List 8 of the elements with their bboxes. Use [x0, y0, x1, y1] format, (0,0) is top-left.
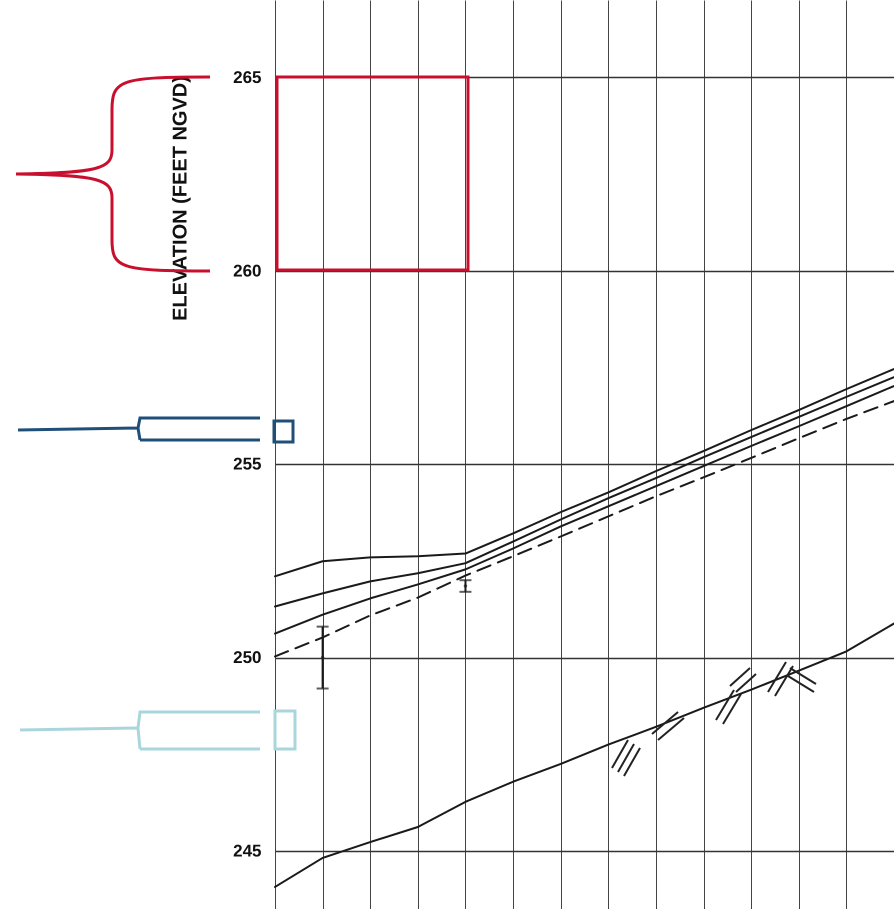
y-axis-title: ELEVATION (FEET NGVD)	[170, 76, 192, 321]
line-series	[274, 368, 894, 578]
y-tick-label: 245	[233, 841, 262, 860]
y-tick-label: 250	[233, 648, 262, 668]
y-tick-label: 260	[233, 261, 262, 280]
y-tick-label: 265	[233, 68, 262, 87]
line-series	[274, 622, 894, 888]
y-tick-label: 255	[233, 454, 262, 474]
